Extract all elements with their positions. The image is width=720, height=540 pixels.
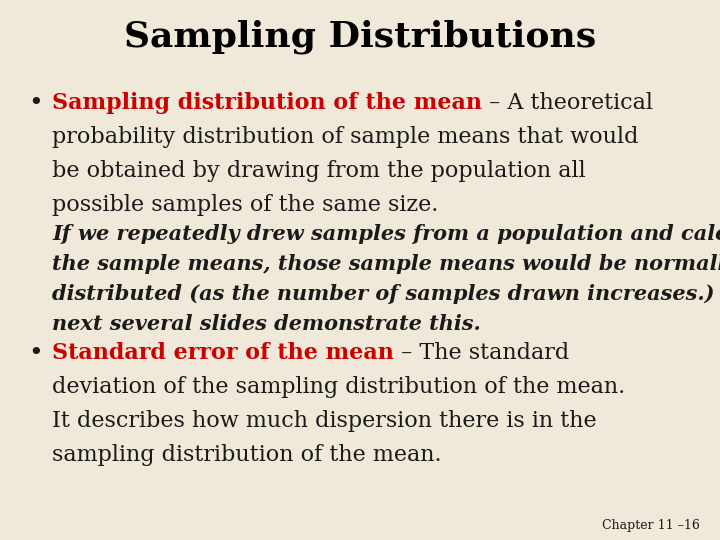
Text: be obtained by drawing from the population all: be obtained by drawing from the populati… xyxy=(52,160,586,182)
Text: possible samples of the same size.: possible samples of the same size. xyxy=(52,194,438,216)
Text: •: • xyxy=(28,92,42,115)
Text: – A theoretical: – A theoretical xyxy=(482,92,653,114)
Text: Sampling distribution of the mean: Sampling distribution of the mean xyxy=(52,92,482,114)
Text: sampling distribution of the mean.: sampling distribution of the mean. xyxy=(52,444,441,466)
Text: the sample means, those sample means would be normally: the sample means, those sample means wou… xyxy=(52,254,720,274)
Text: deviation of the sampling distribution of the mean.: deviation of the sampling distribution o… xyxy=(52,376,625,398)
Text: Sampling Distributions: Sampling Distributions xyxy=(124,20,596,55)
Text: probability distribution of sample means that would: probability distribution of sample means… xyxy=(52,126,639,148)
Text: It describes how much dispersion there is in the: It describes how much dispersion there i… xyxy=(52,410,597,432)
Text: next several slides demonstrate this.: next several slides demonstrate this. xyxy=(52,314,481,334)
Text: distributed (as the number of samples drawn increases.) The: distributed (as the number of samples dr… xyxy=(52,284,720,304)
Text: Chapter 11 –16: Chapter 11 –16 xyxy=(602,519,700,532)
Text: Standard error of the mean: Standard error of the mean xyxy=(52,342,394,364)
Text: •: • xyxy=(28,342,42,365)
Text: If we repeatedly drew samples from a population and calculated: If we repeatedly drew samples from a pop… xyxy=(52,224,720,244)
Text: – The standard: – The standard xyxy=(394,342,569,364)
